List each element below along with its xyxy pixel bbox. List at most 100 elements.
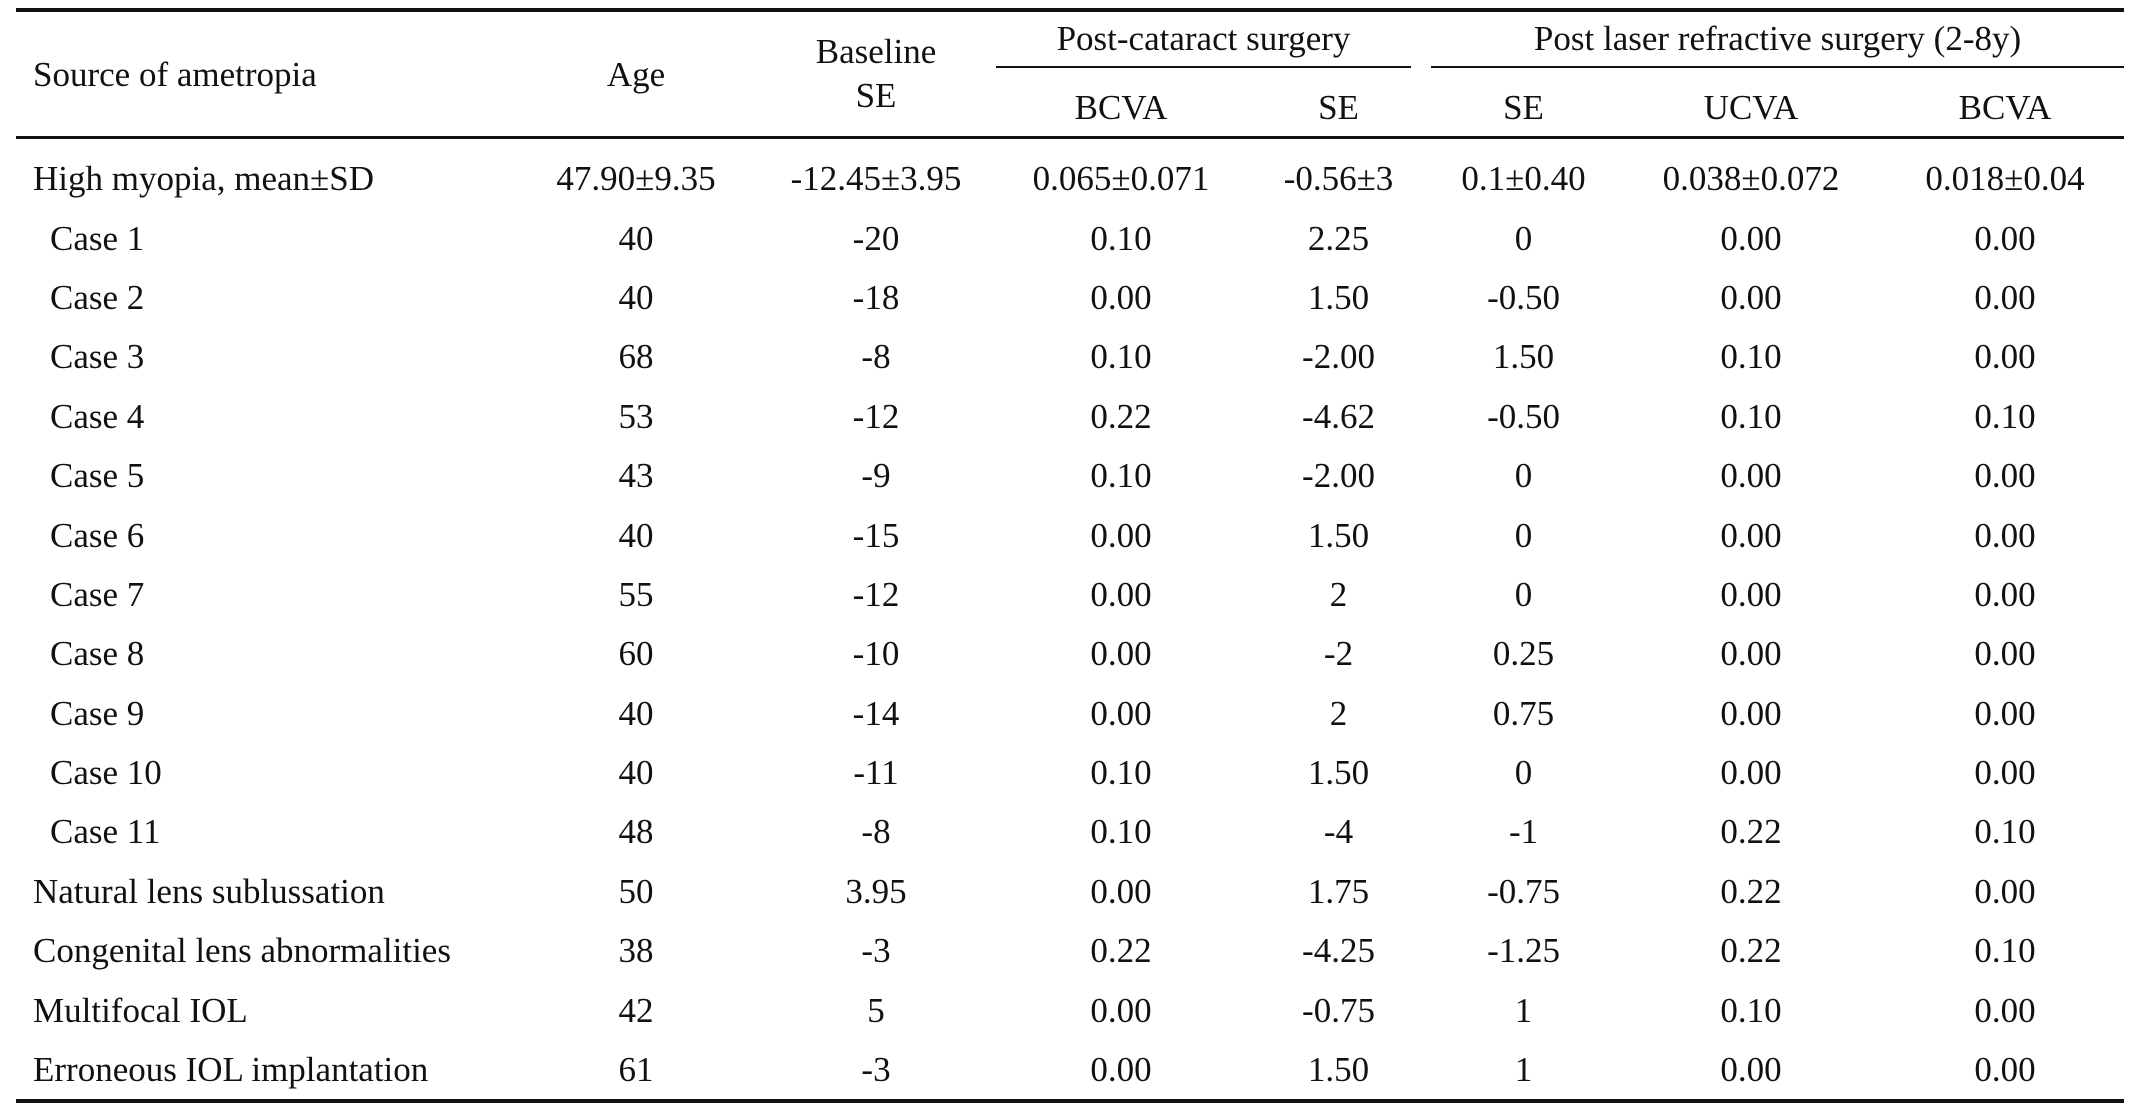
cell-laser-se: 0.1±0.40 [1461,159,1586,199]
cell-cataract-se: -0.56±3 [1283,159,1394,199]
cell-laser-ucva: 0.00 [1720,634,1782,674]
table-row: Case 5 43 -9 0.10 -2.00 0 0.00 0.00 [16,446,2124,505]
cell-laser-bcva: 0.00 [1974,753,2036,793]
header-row-sub: BCVA SE SE UCVA BCVA [16,78,2125,138]
cell-laser-ucva: 0.10 [1720,990,1782,1030]
cell-cataract-bcva: 0.065±0.071 [1032,159,1210,199]
table-row: Case 6 40 -15 0.00 1.50 0 0.00 0.00 [16,505,2124,564]
cell-cataract-bcva: 0.22 [1090,396,1152,436]
cell-age: 55 [618,574,654,614]
cell-laser-ucva: 0.10 [1720,337,1782,377]
table-row: Case 10 40 -11 0.10 1.50 0 0.00 0.00 [16,743,2124,802]
cell-baseline-se: -12 [852,574,900,614]
table-row: Erroneous IOL implantation 61 -3 0.00 1.50 1 0… [16,1040,2125,1102]
cell-cataract-bcva: 0.10 [1090,812,1152,852]
header-laser-bcva: BCVA [1958,87,2052,127]
table-row: Natural lens sublussation 50 3.95 0.00 1.75 -… [16,862,2124,921]
cell-laser-bcva: 0.10 [1974,396,2036,436]
cell-source: Natural lens sublussation [33,871,385,911]
cell-laser-ucva: 0.00 [1720,515,1782,555]
cell-source: Case 9 [50,693,145,733]
cell-cataract-se: -2 [1323,634,1354,674]
cell-laser-ucva: 0.038±0.072 [1662,159,1840,199]
cell-laser-se: 0.25 [1492,634,1555,674]
cell-cataract-bcva: 0.00 [1090,277,1152,317]
cell-laser-se: 1.50 [1492,337,1555,377]
cell-laser-ucva: 0.22 [1720,812,1782,852]
cell-laser-ucva: 0.10 [1720,396,1782,436]
table-row: Multifocal IOL 42 5 0.00 -0.75 1 0.10 0.00 [16,980,2124,1039]
cell-cataract-se: 1.75 [1307,871,1370,911]
cell-age: 40 [618,693,654,733]
cell-baseline-se: -11 [853,753,899,793]
cell-laser-ucva: 0.00 [1720,574,1782,614]
cell-age: 53 [618,396,654,436]
cell-laser-ucva: 0.00 [1720,753,1782,793]
cell-cataract-se: 1.50 [1307,753,1370,793]
cell-cataract-bcva: 0.10 [1090,218,1152,258]
cell-age: 68 [618,337,654,377]
cell-age: 61 [618,1050,654,1090]
cell-baseline-se: -12.45±3.95 [790,159,962,199]
header-laser-se: SE [1503,87,1544,127]
cell-laser-ucva: 0.22 [1720,931,1782,971]
cell-laser-se: 0 [1514,456,1533,496]
cell-cataract-se: -4.62 [1302,396,1375,436]
cell-laser-bcva: 0.00 [1974,990,2036,1030]
header-group-laser: Post laser refractive surgery (2-8y) [1431,10,2125,78]
cell-baseline-se: -20 [852,218,900,258]
cell-source: Congenital lens abnormalities [33,931,451,971]
cell-source: Case 2 [50,277,145,317]
cell-laser-bcva: 0.00 [1974,277,2036,317]
cell-source: Multifocal IOL [33,990,248,1030]
cell-baseline-se: -8 [861,337,891,377]
cell-laser-bcva: 0.00 [1974,218,2036,258]
cell-cataract-se: -2.00 [1302,337,1375,377]
table-body: High myopia, mean±SD 47.90±9.35 -12.45±3.9… [16,138,2125,1102]
cell-laser-se: -1 [1508,812,1539,852]
results-table-container: Source of ametropia Age Baseline SE Post… [16,8,2125,1103]
cell-baseline-se: -9 [861,456,891,496]
header-baseline-line1: Baseline [815,32,937,72]
cell-laser-ucva: 0.00 [1720,456,1782,496]
cell-source: Case 6 [50,515,145,555]
cell-cataract-bcva: 0.00 [1090,693,1152,733]
cell-laser-se: 1 [1514,990,1533,1030]
cell-age: 40 [618,277,654,317]
cell-laser-se: 0 [1514,574,1533,614]
header-cataract-se: SE [1318,87,1359,127]
cell-laser-bcva: 0.00 [1974,574,2036,614]
cell-source: Case 5 [50,456,145,496]
cell-baseline-se: -8 [861,812,891,852]
cell-laser-bcva: 0.10 [1974,812,2036,852]
cell-laser-se: 0.75 [1492,693,1555,733]
header-baseline-se: Baseline SE [756,10,996,138]
cell-cataract-se: 1.50 [1307,277,1370,317]
header-row-top: Source of ametropia Age Baseline SE Post… [16,10,2125,115]
cell-age: 40 [618,753,654,793]
cell-baseline-se: 5 [867,990,885,1030]
cell-cataract-bcva: 0.00 [1090,515,1152,555]
results-table: Source of ametropia Age Baseline SE Post… [16,8,2125,1103]
cell-laser-ucva: 0.00 [1720,277,1782,317]
cell-cataract-se: 2 [1329,693,1348,733]
cell-cataract-bcva: 0.22 [1090,931,1152,971]
cell-source: Case 8 [50,634,145,674]
header-age: Age [606,54,666,94]
cell-age: 48 [618,812,654,852]
cell-source: Case 11 [50,812,161,852]
table-row: Congenital lens abnormalities 38 -3 0.22 -4.… [16,921,2124,980]
cell-cataract-se: 2.25 [1307,218,1370,258]
table-row: Case 9 40 -14 0.00 2 0.75 0.00 0.00 [16,684,2124,743]
cell-laser-bcva: 0.00 [1974,1050,2036,1090]
cell-laser-bcva: 0.00 [1974,693,2036,733]
cell-source: Case 4 [50,396,145,436]
header-laser-ucva: UCVA [1703,87,1799,127]
cell-laser-se: -0.50 [1487,396,1560,436]
table-row: Case 8 60 -10 0.00 -2 0.25 0.00 0.00 [16,624,2124,683]
cell-source: Case 10 [50,753,162,793]
cell-source: Case 1 [50,218,145,258]
cell-cataract-bcva: 0.00 [1090,634,1152,674]
header-group-cataract-label: Post-cataract surgery [996,21,1412,68]
cell-cataract-se: -2.00 [1302,456,1375,496]
